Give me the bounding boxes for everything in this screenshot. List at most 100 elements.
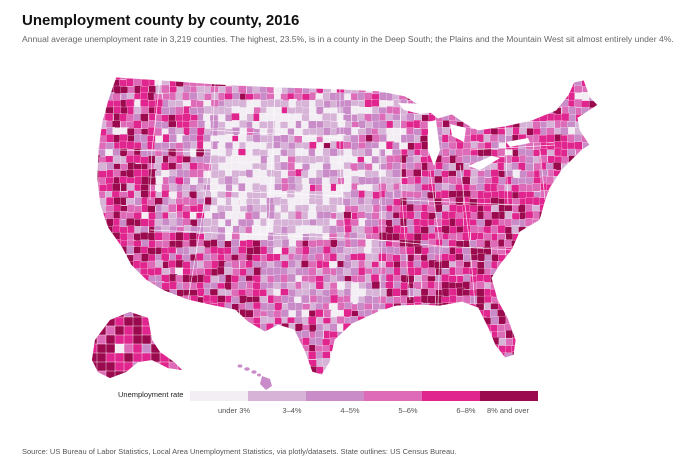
county-cell — [323, 309, 332, 318]
county-cell — [511, 366, 521, 375]
county-cell — [574, 281, 584, 290]
county-cell — [449, 225, 458, 235]
county-cell — [379, 78, 388, 87]
county-cell — [301, 281, 310, 290]
county-cell — [414, 85, 424, 94]
county-cell — [575, 337, 584, 347]
county-cell — [218, 135, 227, 144]
county-cell — [372, 324, 381, 333]
county-cell — [279, 365, 289, 375]
county-cell — [343, 372, 352, 375]
county-cell — [344, 337, 354, 346]
county-cell — [582, 373, 592, 375]
county-cell — [413, 92, 422, 101]
county-cell — [218, 373, 228, 375]
borough-cell — [159, 312, 171, 319]
county-cell — [475, 323, 485, 332]
county-cell — [246, 77, 255, 81]
county-cell — [147, 315, 157, 325]
county-cell — [160, 253, 170, 262]
county-cell — [603, 302, 611, 310]
county-cell — [393, 85, 402, 95]
county-cell — [161, 225, 170, 234]
county-cell — [526, 323, 535, 332]
county-cell — [455, 100, 464, 109]
county-cell — [140, 288, 149, 297]
county-cell — [189, 344, 198, 353]
borough-cell — [96, 352, 108, 364]
county-cell — [532, 105, 541, 115]
county-cell — [603, 268, 611, 276]
county-cell — [526, 78, 535, 87]
borough-cell — [96, 343, 108, 355]
county-cell — [119, 232, 129, 242]
county-cell — [463, 169, 472, 178]
county-cell — [469, 85, 479, 95]
county-cell — [357, 77, 366, 81]
county-cell — [568, 239, 577, 248]
county-cell — [246, 267, 255, 276]
county-cell — [308, 267, 317, 277]
county-cell — [483, 100, 492, 109]
county-cell — [469, 309, 478, 319]
county-cell — [218, 316, 227, 325]
county-cell — [371, 148, 381, 157]
county-cell — [168, 323, 177, 332]
county-cell — [400, 358, 410, 368]
county-cell — [547, 338, 556, 347]
county-cell — [357, 162, 366, 171]
county-cell — [267, 366, 276, 375]
county-cell — [540, 239, 550, 248]
county-cell — [175, 303, 185, 312]
county-cell — [568, 203, 577, 213]
county-cell — [547, 331, 556, 340]
county-cell — [97, 106, 101, 115]
county-cell — [140, 156, 149, 165]
borough-cell — [177, 312, 182, 319]
county-cell — [281, 345, 291, 354]
county-cell — [533, 309, 542, 318]
county-cell — [490, 113, 500, 122]
county-cell — [280, 204, 289, 213]
county-cell — [604, 226, 612, 234]
county-cell — [456, 310, 465, 319]
county-cell — [602, 170, 610, 178]
county-cell — [519, 247, 528, 256]
county-cell — [532, 344, 541, 354]
county-cell — [561, 184, 570, 194]
county-cell — [491, 93, 500, 102]
county-cell — [203, 338, 212, 347]
county-cell — [127, 302, 136, 311]
county-cell — [602, 127, 610, 135]
county-cell — [98, 170, 107, 179]
county-cell — [441, 91, 450, 101]
county-cell — [582, 331, 591, 341]
borough-cell — [168, 361, 180, 373]
county-cell — [491, 336, 500, 346]
county-cell — [540, 275, 550, 284]
borough-cell — [92, 343, 99, 355]
county-cell — [386, 155, 395, 164]
county-cell — [267, 128, 276, 137]
county-cell — [588, 274, 597, 283]
county-cell — [421, 366, 430, 375]
county-cell — [364, 366, 373, 375]
county-cell — [476, 98, 486, 108]
county-cell — [405, 86, 415, 95]
county-cell — [546, 282, 555, 291]
county-cell — [553, 268, 563, 277]
county-cell — [358, 78, 368, 88]
county-cell — [596, 169, 598, 179]
county-cell — [504, 79, 514, 88]
county-cell — [519, 92, 528, 101]
county-cell — [588, 155, 597, 165]
county-cell — [246, 359, 255, 368]
county-cell — [428, 373, 437, 375]
county-cell — [582, 309, 591, 319]
county-cell — [364, 330, 373, 340]
county-cell — [524, 296, 534, 306]
county-cell — [561, 86, 570, 95]
county-cell — [574, 317, 584, 326]
county-cell — [455, 196, 464, 206]
borough-cell — [105, 343, 117, 355]
